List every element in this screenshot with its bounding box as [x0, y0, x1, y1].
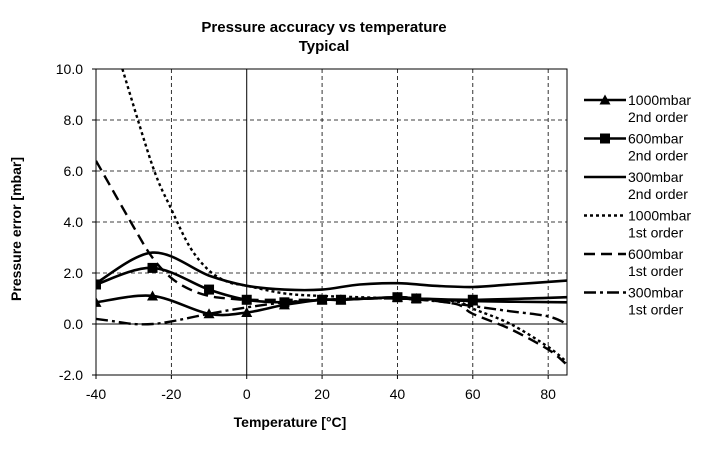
- legend-label: 1st order: [628, 225, 684, 241]
- x-tick-label: 60: [465, 386, 481, 402]
- series-line-300mbar-2nd-order: [96, 251, 567, 292]
- y-tick-label: 8.0: [64, 112, 84, 128]
- zero-lines: [96, 69, 567, 375]
- point-square-600mbar-2nd-order: [204, 284, 215, 295]
- point-square-600mbar-2nd-order: [147, 262, 158, 273]
- point-square-600mbar-2nd-order: [241, 294, 252, 305]
- series-line-600mbar-1st-order: [96, 160, 567, 366]
- x-tick-label: -40: [86, 386, 106, 402]
- point-triangle-1000mbar-2nd-order: [391, 291, 403, 302]
- legend-label: 300mbar: [628, 285, 684, 301]
- point-triangle-legend: [599, 94, 611, 105]
- y-axis-title: Pressure error [mbar]: [8, 157, 24, 301]
- y-axis-ticks: -2.0 0.0 2.0 4.0 6.0 8.0 10.0: [56, 61, 96, 383]
- plot-area: [95, 68, 568, 376]
- series-1000mbar-2nd-order: [96, 290, 567, 319]
- chart-title: Pressure accuracy vs temperature: [201, 19, 446, 36]
- legend-label: 2nd order: [628, 186, 688, 202]
- legend-label: 600mbar: [628, 131, 684, 147]
- x-axis-ticks: -40 -20 0 20 40 60 80: [86, 375, 556, 402]
- series-layer: [96, 69, 567, 366]
- legend-label: 1st order: [628, 302, 684, 318]
- legend-label: 1st order: [628, 263, 684, 279]
- x-tick-label: -20: [161, 386, 181, 402]
- y-tick-label: 6.0: [64, 163, 84, 179]
- point-triangle-1000mbar-2nd-order: [410, 293, 422, 303]
- point-square-legend: [600, 133, 610, 144]
- y-tick-label: 0.0: [64, 316, 84, 332]
- series-1000mbar-1st-order: [121, 69, 567, 364]
- legend-label: 300mbar: [628, 169, 684, 185]
- point-triangle-1000mbar-2nd-order: [147, 290, 159, 301]
- chart-subtitle: Typical: [299, 38, 350, 55]
- x-axis-title: Temperature [°C]: [234, 414, 347, 430]
- x-tick-label: 20: [314, 386, 330, 402]
- series-300mbar-2nd-order: [96, 251, 567, 292]
- point-triangle-1000mbar-2nd-order: [241, 307, 253, 318]
- point-square-600mbar-2nd-order: [96, 279, 101, 290]
- legend-label: 1000mbar: [628, 208, 691, 224]
- x-tick-label: 40: [390, 386, 406, 402]
- x-tick-label: 0: [243, 386, 251, 402]
- y-tick-label: 4.0: [64, 214, 84, 230]
- legend-label: 2nd order: [628, 109, 688, 125]
- point-triangle-1000mbar-2nd-order: [96, 296, 102, 307]
- series-line-1000mbar-1st-order: [121, 69, 567, 364]
- point-triangle-1000mbar-2nd-order: [335, 294, 347, 305]
- point-triangle-1000mbar-2nd-order: [316, 294, 328, 305]
- legend-label: 2nd order: [628, 148, 688, 164]
- point-triangle-1000mbar-2nd-order: [467, 295, 479, 306]
- y-tick-label: 10.0: [56, 61, 83, 77]
- y-tick-label: -2.0: [59, 367, 83, 383]
- point-triangle-1000mbar-2nd-order: [203, 308, 215, 319]
- legend-label: 600mbar: [628, 246, 684, 262]
- legend-label: 1000mbar: [628, 92, 691, 108]
- series-600mbar-1st-order: [96, 160, 567, 366]
- point-triangle-1000mbar-2nd-order: [278, 299, 290, 310]
- y-tick-label: 2.0: [64, 265, 84, 281]
- x-tick-label: 80: [540, 386, 556, 402]
